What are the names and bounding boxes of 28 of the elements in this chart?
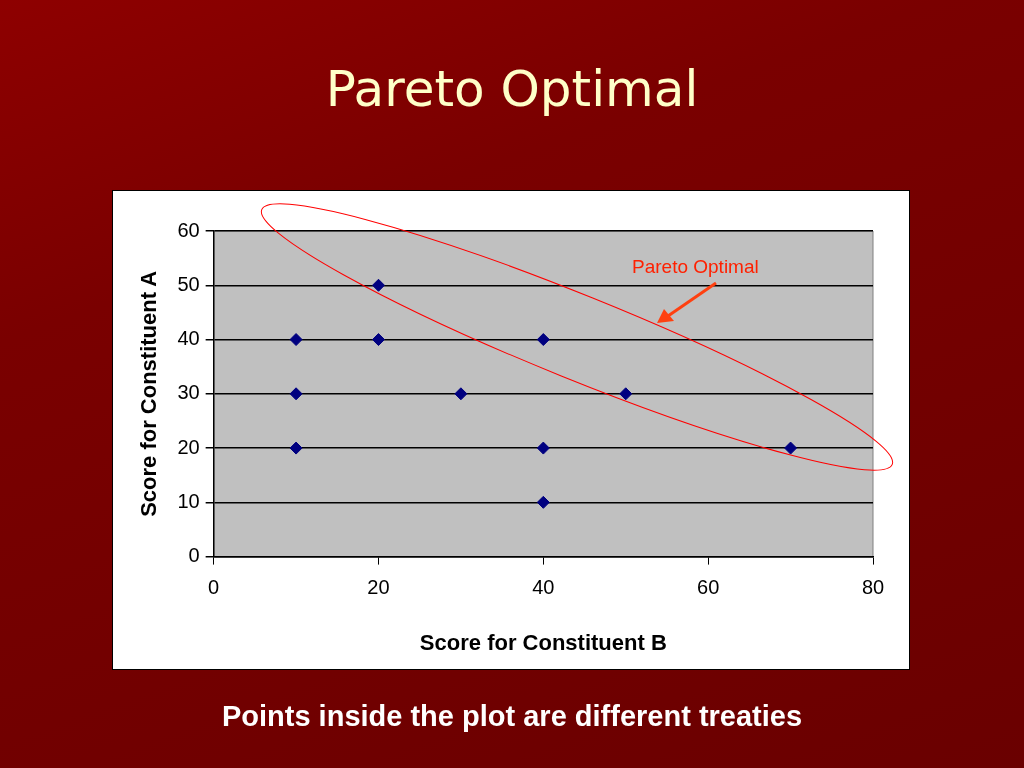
x-axis-title: Score for Constituent B bbox=[419, 629, 667, 655]
point bbox=[371, 333, 385, 347]
x-tick-label: 0 bbox=[208, 576, 220, 599]
chart-title: Pareto Optimal bbox=[324, 60, 700, 118]
x-tick-label: 80 bbox=[861, 576, 885, 599]
annotation: Pareto Optimal bbox=[632, 256, 759, 278]
text: Points inside the plot are different treaties bbox=[220, 700, 804, 733]
y-tick-label: 0 bbox=[188, 544, 200, 567]
x-tick-label: 20 bbox=[367, 576, 390, 599]
point bbox=[536, 495, 550, 509]
point bbox=[289, 333, 303, 347]
y-tick-label: 60 bbox=[177, 218, 200, 241]
x-tick-label: 60 bbox=[697, 576, 720, 599]
point bbox=[619, 387, 633, 401]
point bbox=[536, 441, 550, 455]
point bbox=[371, 278, 385, 292]
point bbox=[289, 387, 303, 401]
x-tick-label: 40 bbox=[532, 576, 555, 599]
y-axis-title: Score for Constituent A bbox=[136, 270, 162, 517]
point bbox=[289, 441, 303, 455]
y-tick-label: 50 bbox=[177, 272, 200, 295]
y-tick-label: 40 bbox=[177, 327, 200, 350]
point bbox=[784, 441, 798, 455]
y-tick-label: 10 bbox=[177, 489, 200, 512]
y-tick-label: 20 bbox=[177, 435, 200, 458]
y-tick-label: 30 bbox=[177, 381, 200, 404]
point bbox=[536, 333, 550, 347]
point bbox=[454, 387, 468, 401]
